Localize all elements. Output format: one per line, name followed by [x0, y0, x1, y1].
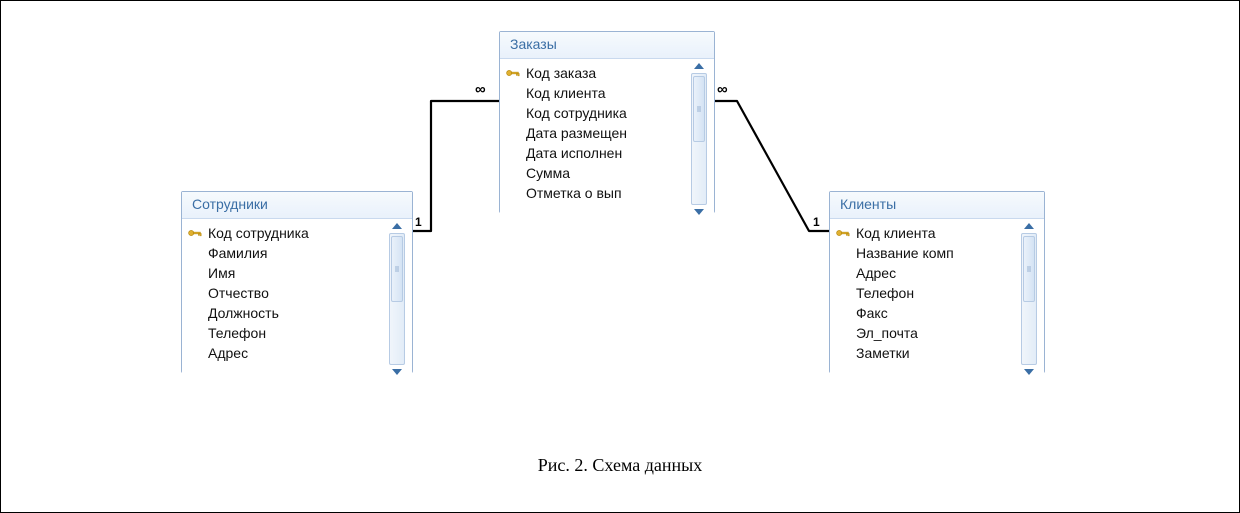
scroll-track[interactable]	[691, 73, 707, 205]
table-body: Код клиентаНазвание компАдресТелефонФакс…	[830, 219, 1044, 379]
field-name: Адрес	[856, 263, 1016, 283]
field-row[interactable]: Адрес	[836, 263, 1016, 283]
scroll-down-icon[interactable]	[392, 369, 402, 375]
field-list: Код сотрудникаФамилияИмяОтчествоДолжност…	[188, 223, 384, 375]
relation-label-many: ∞	[717, 81, 727, 98]
field-row[interactable]: Код клиента	[506, 83, 686, 103]
field-row[interactable]: Код клиента	[836, 223, 1016, 243]
table-title: Сотрудники	[182, 192, 412, 219]
field-row[interactable]: Отметка о вып	[506, 183, 686, 203]
field-row[interactable]: Сумма	[506, 163, 686, 183]
field-name: Код клиента	[856, 223, 1016, 243]
field-name: Отметка о вып	[526, 183, 686, 203]
relation-label-one: 1	[415, 215, 422, 229]
field-name: Сумма	[526, 163, 686, 183]
field-name: Фамилия	[208, 243, 384, 263]
table-body: Код сотрудникаФамилияИмяОтчествоДолжност…	[182, 219, 412, 379]
table-body: Код заказаКод клиентаКод сотрудникаДата …	[500, 59, 714, 219]
primary-key-icon	[506, 68, 520, 78]
scroll-grip-icon	[697, 106, 701, 113]
primary-key-icon	[188, 228, 202, 238]
field-row[interactable]: Дата размещен	[506, 123, 686, 143]
field-name: Код сотрудника	[208, 223, 384, 243]
field-row[interactable]: Телефон	[836, 283, 1016, 303]
field-row[interactable]: Код сотрудника	[188, 223, 384, 243]
field-row[interactable]: Дата исполнен	[506, 143, 686, 163]
scroll-track[interactable]	[1021, 233, 1037, 365]
field-name: Факс	[856, 303, 1016, 323]
table-employees[interactable]: Сотрудники Код сотрудникаФамилияИмяОтчес…	[181, 191, 413, 373]
field-row[interactable]: Адрес	[188, 343, 384, 363]
field-name: Должность	[208, 303, 384, 323]
relation-orders-clients	[713, 101, 829, 231]
field-name: Телефон	[208, 323, 384, 343]
field-name: Адрес	[208, 343, 384, 363]
field-name: Название комп	[856, 243, 1016, 263]
scroll-thumb[interactable]	[693, 76, 705, 142]
field-row[interactable]: Код сотрудника	[506, 103, 686, 123]
scroll-down-icon[interactable]	[694, 209, 704, 215]
field-row[interactable]: Код заказа	[506, 63, 686, 83]
field-row[interactable]: Эл_почта	[836, 323, 1016, 343]
field-list: Код заказаКод клиентаКод сотрудникаДата …	[506, 63, 686, 215]
scroll-up-icon[interactable]	[694, 63, 704, 69]
field-name: Код клиента	[526, 83, 686, 103]
field-row[interactable]: Название комп	[836, 243, 1016, 263]
table-clients[interactable]: Клиенты Код клиентаНазвание компАдресТел…	[829, 191, 1045, 373]
field-name: Заметки	[856, 343, 1016, 363]
field-name: Дата исполнен	[526, 143, 686, 163]
field-row[interactable]: Имя	[188, 263, 384, 283]
scrollbar[interactable]	[1020, 223, 1038, 375]
table-title: Заказы	[500, 32, 714, 59]
scroll-up-icon[interactable]	[1024, 223, 1034, 229]
table-orders[interactable]: Заказы Код заказаКод клиентаКод сотрудни…	[499, 31, 715, 213]
figure-caption: Рис. 2. Схема данных	[1, 455, 1239, 476]
table-title: Клиенты	[830, 192, 1044, 219]
scroll-grip-icon	[395, 266, 399, 273]
field-row[interactable]: Факс	[836, 303, 1016, 323]
scroll-track[interactable]	[389, 233, 405, 365]
field-name: Имя	[208, 263, 384, 283]
field-name: Код сотрудника	[526, 103, 686, 123]
field-row[interactable]: Заметки	[836, 343, 1016, 363]
scroll-grip-icon	[1027, 266, 1031, 273]
field-name: Эл_почта	[856, 323, 1016, 343]
scroll-thumb[interactable]	[1023, 236, 1035, 302]
field-name: Код заказа	[526, 63, 686, 83]
field-name: Отчество	[208, 283, 384, 303]
field-row[interactable]: Фамилия	[188, 243, 384, 263]
primary-key-icon	[836, 228, 850, 238]
field-name: Дата размещен	[526, 123, 686, 143]
field-list: Код клиентаНазвание компАдресТелефонФакс…	[836, 223, 1016, 375]
relation-employees-orders	[411, 101, 499, 231]
field-row[interactable]: Отчество	[188, 283, 384, 303]
field-row[interactable]: Должность	[188, 303, 384, 323]
scrollbar[interactable]	[690, 63, 708, 215]
field-row[interactable]: Телефон	[188, 323, 384, 343]
field-name: Телефон	[856, 283, 1016, 303]
scrollbar[interactable]	[388, 223, 406, 375]
relation-label-one: 1	[813, 215, 820, 229]
relation-label-many: ∞	[475, 81, 485, 98]
diagram-canvas: 1 ∞ 1 ∞ Сотрудники Код сотрудникаФамилия…	[0, 0, 1240, 513]
scroll-down-icon[interactable]	[1024, 369, 1034, 375]
scroll-up-icon[interactable]	[392, 223, 402, 229]
scroll-thumb[interactable]	[391, 236, 403, 302]
